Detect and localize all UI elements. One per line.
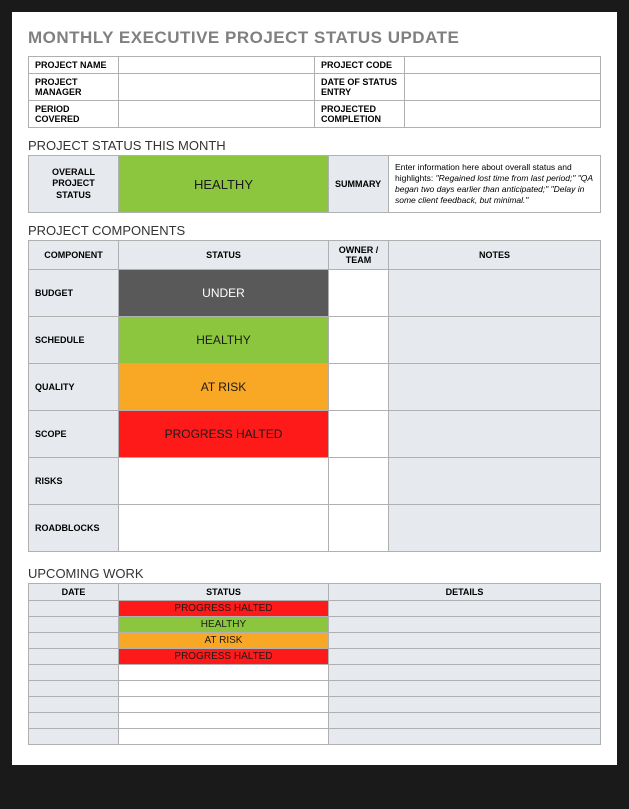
upcoming-date[interactable] (29, 713, 119, 729)
component-owner[interactable] (329, 458, 389, 505)
upcoming-date[interactable] (29, 617, 119, 633)
period-label: PERIOD COVERED (29, 101, 119, 128)
components-section-title: PROJECT COMPONENTS (28, 223, 601, 238)
upcoming-details[interactable] (329, 697, 601, 713)
upcoming-row (29, 697, 601, 713)
component-label: RISKS (29, 458, 119, 505)
summary-text[interactable]: Enter information here about overall sta… (389, 156, 601, 213)
component-row: BUDGETUNDER (29, 270, 601, 317)
component-owner[interactable] (329, 411, 389, 458)
upcoming-row: HEALTHY (29, 617, 601, 633)
upcoming-details[interactable] (329, 601, 601, 617)
component-notes[interactable] (389, 364, 601, 411)
component-status (119, 458, 329, 505)
component-notes[interactable] (389, 411, 601, 458)
project-manager-label: PROJECT MANAGER (29, 74, 119, 101)
component-status: UNDER (119, 270, 329, 317)
component-label: SCOPE (29, 411, 119, 458)
projected-label: PROJECTED COMPLETION (315, 101, 405, 128)
component-row: SCHEDULEHEALTHY (29, 317, 601, 364)
upcoming-date[interactable] (29, 633, 119, 649)
component-label: BUDGET (29, 270, 119, 317)
component-status: AT RISK (119, 364, 329, 411)
component-owner[interactable] (329, 317, 389, 364)
upcoming-status (119, 697, 329, 713)
component-label: SCHEDULE (29, 317, 119, 364)
components-header-owner: OWNER / TEAM (329, 241, 389, 270)
components-header-status: STATUS (119, 241, 329, 270)
date-entry-label: DATE OF STATUS ENTRY (315, 74, 405, 101)
upcoming-date[interactable] (29, 665, 119, 681)
component-row: QUALITYAT RISK (29, 364, 601, 411)
component-label: ROADBLOCKS (29, 505, 119, 552)
upcoming-row: AT RISK (29, 633, 601, 649)
upcoming-row: PROGRESS HALTED (29, 601, 601, 617)
upcoming-status (119, 681, 329, 697)
overall-status-label: OVERALL PROJECT STATUS (29, 156, 119, 213)
upcoming-date[interactable] (29, 697, 119, 713)
upcoming-header-status: STATUS (119, 584, 329, 601)
component-label: QUALITY (29, 364, 119, 411)
upcoming-status (119, 713, 329, 729)
project-name-value[interactable] (119, 57, 315, 74)
components-header-notes: NOTES (389, 241, 601, 270)
upcoming-row (29, 729, 601, 745)
date-entry-value[interactable] (405, 74, 601, 101)
upcoming-details[interactable] (329, 617, 601, 633)
period-value[interactable] (119, 101, 315, 128)
component-owner[interactable] (329, 364, 389, 411)
upcoming-header-date: DATE (29, 584, 119, 601)
component-owner[interactable] (329, 505, 389, 552)
upcoming-date[interactable] (29, 601, 119, 617)
summary-label: SUMMARY (329, 156, 389, 213)
upcoming-details[interactable] (329, 681, 601, 697)
component-status (119, 505, 329, 552)
upcoming-row (29, 681, 601, 697)
page-title: MONTHLY EXECUTIVE PROJECT STATUS UPDATE (28, 28, 601, 48)
component-notes[interactable] (389, 317, 601, 364)
upcoming-table: DATE STATUS DETAILS PROGRESS HALTEDHEALT… (28, 583, 601, 745)
component-row: SCOPEPROGRESS HALTED (29, 411, 601, 458)
upcoming-status (119, 665, 329, 681)
overall-status-value: HEALTHY (119, 156, 329, 213)
upcoming-details[interactable] (329, 665, 601, 681)
upcoming-status: AT RISK (119, 633, 329, 649)
project-manager-value[interactable] (119, 74, 315, 101)
component-row: ROADBLOCKS (29, 505, 601, 552)
project-name-label: PROJECT NAME (29, 57, 119, 74)
component-notes[interactable] (389, 505, 601, 552)
component-notes[interactable] (389, 458, 601, 505)
projected-value[interactable] (405, 101, 601, 128)
component-row: RISKS (29, 458, 601, 505)
component-notes[interactable] (389, 270, 601, 317)
upcoming-details[interactable] (329, 729, 601, 745)
upcoming-status: PROGRESS HALTED (119, 649, 329, 665)
page: MONTHLY EXECUTIVE PROJECT STATUS UPDATE … (12, 12, 617, 765)
upcoming-section-title: UPCOMING WORK (28, 566, 601, 581)
upcoming-status (119, 729, 329, 745)
upcoming-row (29, 713, 601, 729)
project-code-value[interactable] (405, 57, 601, 74)
meta-table: PROJECT NAME PROJECT CODE PROJECT MANAGE… (28, 56, 601, 128)
upcoming-row: PROGRESS HALTED (29, 649, 601, 665)
upcoming-status: PROGRESS HALTED (119, 601, 329, 617)
project-code-label: PROJECT CODE (315, 57, 405, 74)
upcoming-details[interactable] (329, 649, 601, 665)
status-section-title: PROJECT STATUS THIS MONTH (28, 138, 601, 153)
component-status: PROGRESS HALTED (119, 411, 329, 458)
upcoming-date[interactable] (29, 649, 119, 665)
status-table: OVERALL PROJECT STATUS HEALTHY SUMMARY E… (28, 155, 601, 213)
component-status: HEALTHY (119, 317, 329, 364)
upcoming-details[interactable] (329, 713, 601, 729)
upcoming-header-details: DETAILS (329, 584, 601, 601)
upcoming-status: HEALTHY (119, 617, 329, 633)
component-owner[interactable] (329, 270, 389, 317)
components-table: COMPONENT STATUS OWNER / TEAM NOTES BUDG… (28, 240, 601, 552)
upcoming-row (29, 665, 601, 681)
upcoming-date[interactable] (29, 681, 119, 697)
upcoming-details[interactable] (329, 633, 601, 649)
upcoming-date[interactable] (29, 729, 119, 745)
components-header-component: COMPONENT (29, 241, 119, 270)
